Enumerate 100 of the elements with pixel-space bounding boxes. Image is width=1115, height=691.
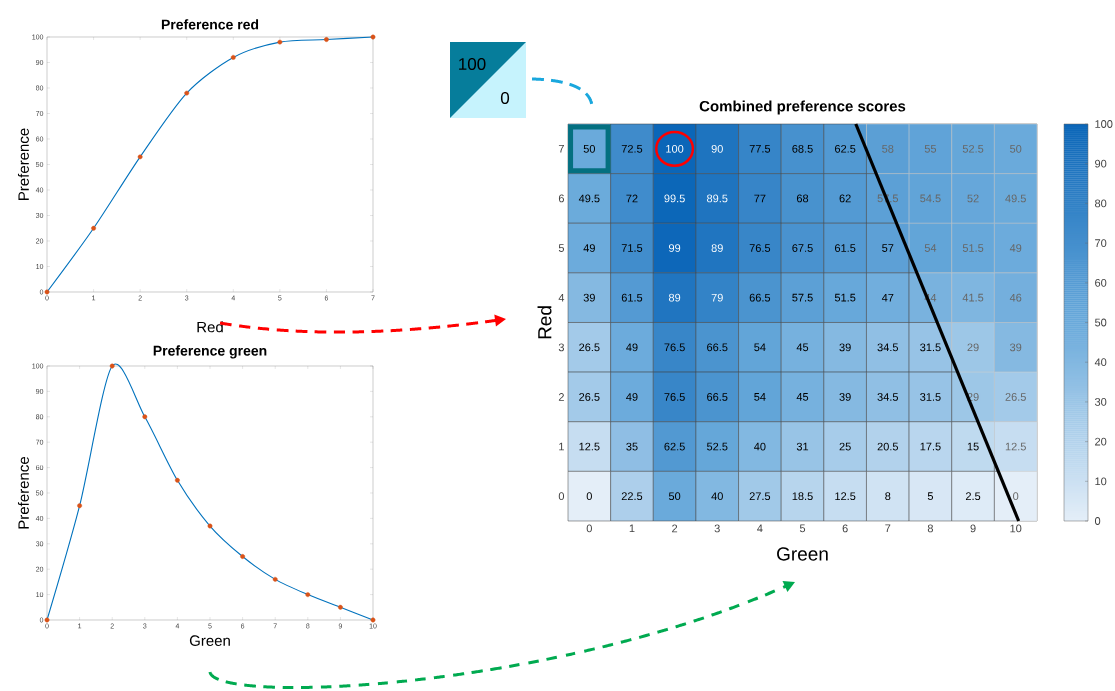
data-label: 72 — [626, 194, 638, 203]
data-label: 39 — [583, 293, 595, 302]
x-axis-title: Green — [189, 635, 230, 646]
color-bar-label: 90 — [1095, 159, 1107, 168]
data-label: 52.5 — [706, 442, 728, 451]
data-label: 76.5 — [664, 393, 685, 401]
data-label: 17.5 — [920, 442, 941, 451]
color-bar-label: 20 — [1095, 437, 1107, 446]
data-label: 34.5 — [877, 393, 899, 401]
data-label: 25 — [839, 442, 851, 451]
x-tick-label: 5 — [799, 524, 806, 533]
data-label: 45 — [796, 393, 809, 401]
data-label: 62.5 — [664, 442, 685, 451]
data-label: 40 — [711, 492, 723, 501]
data-label: 29 — [967, 343, 979, 352]
data-label: 26.5 — [579, 393, 600, 401]
data-label: 90 — [711, 144, 723, 153]
data-label: 54 — [754, 343, 766, 352]
chart-title: Preference red — [161, 19, 259, 30]
data-label: 89.5 — [707, 194, 728, 203]
data-label: 26.5 — [1005, 393, 1026, 401]
x-tick-label: 9 — [970, 524, 976, 533]
data-label: 99.5 — [664, 194, 685, 203]
data-label: 51.5 — [962, 244, 984, 252]
color-bar-label: 10 — [1095, 477, 1107, 486]
data-label: 8 — [885, 492, 891, 501]
data-label: 66.5 — [707, 393, 728, 401]
data-label: 39 — [839, 343, 851, 352]
data-label: 34.5 — [877, 343, 899, 352]
data-label: 12.5 — [1005, 442, 1026, 451]
data-label: 20.5 — [877, 442, 899, 451]
data-label: 0 — [586, 492, 592, 501]
text: 0 — [500, 91, 510, 105]
y-tick-label: 2 — [558, 393, 564, 401]
data-label: 49.5 — [578, 194, 600, 203]
data-label: 49 — [583, 244, 595, 252]
data-label: 77.5 — [749, 144, 771, 153]
data-label: 22.5 — [621, 492, 643, 501]
data-label: 15 — [967, 442, 979, 451]
x-tick-label: 3 — [714, 524, 720, 533]
text: 100 — [459, 57, 486, 71]
data-label: 52 — [967, 194, 979, 203]
color-bar-label: 80 — [1095, 199, 1107, 208]
x-tick-label: 10 — [1010, 524, 1022, 533]
y-axis-title: Preference — [17, 456, 29, 529]
y-tick-label: 1 — [559, 442, 564, 451]
color-bar-label: 60 — [1095, 278, 1107, 287]
data-label: 68.5 — [792, 144, 813, 153]
data-label: 0 — [1013, 492, 1019, 501]
data-label: 50 — [1010, 144, 1022, 153]
data-label: 40 — [754, 442, 766, 451]
data-label: 100 — [666, 144, 684, 153]
data-label: 89 — [668, 293, 681, 302]
x-axis-title: Green — [777, 547, 828, 561]
data-label: 52.5 — [962, 144, 984, 153]
data-label: 76.5 — [749, 244, 771, 252]
y-axis-title: Preference — [17, 128, 29, 200]
y-tick-label: 0 — [558, 492, 565, 501]
data-label: 99 — [669, 244, 681, 252]
x-axis-title: Red — [197, 321, 223, 333]
data-label: 79 — [711, 293, 723, 302]
y-tick-label: 7 — [558, 145, 564, 153]
data-label: 27.5 — [749, 492, 771, 501]
x-tick-label: 4 — [757, 524, 763, 533]
color-bar-label: 40 — [1094, 358, 1107, 367]
data-label: 18.5 — [792, 492, 813, 501]
data-label: 57 — [882, 244, 894, 252]
data-label: 54 — [924, 244, 937, 252]
x-tick-label: 1 — [629, 524, 635, 533]
data-label: 50 — [668, 492, 681, 501]
color-bar-label: 30 — [1094, 398, 1107, 406]
data-label: 49 — [626, 393, 638, 401]
data-label: 89 — [711, 244, 723, 252]
data-label: 62 — [839, 194, 851, 203]
chart-title: Combined preference scores — [699, 100, 906, 115]
data-label: 49.5 — [1005, 194, 1026, 203]
data-label: 54 — [754, 393, 766, 401]
x-tick-label: 6 — [842, 524, 848, 533]
y-tick-label: 3 — [558, 343, 564, 352]
color-bar-label: 50 — [1094, 318, 1107, 327]
data-label: 31.5 — [920, 343, 941, 352]
data-label: 5 — [927, 492, 934, 501]
data-label: 41.5 — [962, 293, 984, 302]
data-label: 12.5 — [835, 492, 856, 501]
data-label: 39 — [839, 393, 851, 401]
data-label: 77 — [754, 194, 766, 203]
chart-title: Preference green — [153, 345, 267, 359]
data-label: 72.5 — [621, 144, 643, 153]
data-label: 46 — [1009, 293, 1022, 302]
data-label: 50 — [583, 144, 595, 153]
data-label: 45 — [796, 343, 809, 352]
data-label: 31.5 — [920, 393, 941, 401]
data-label: 61.5 — [835, 244, 856, 252]
data-label: 67.5 — [792, 244, 813, 252]
data-label: 26.5 — [579, 343, 600, 352]
x-tick-label: 7 — [885, 524, 891, 533]
data-label: 49 — [1009, 244, 1022, 252]
data-label: 54.5 — [920, 194, 941, 203]
data-label: 2.5 — [965, 492, 981, 501]
y-tick-label: 5 — [558, 244, 564, 252]
